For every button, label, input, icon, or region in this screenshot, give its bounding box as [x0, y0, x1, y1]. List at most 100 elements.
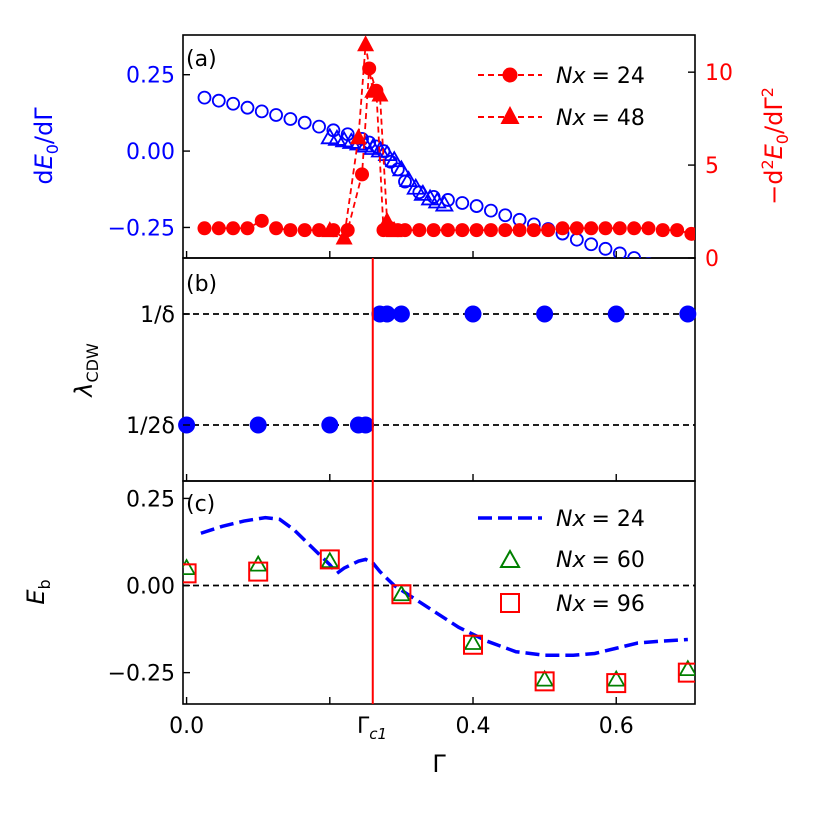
panel-c-series-2-point-6	[606, 673, 627, 694]
panel-c-series-0	[200, 515, 688, 657]
panel-a-right-ylabel: −d2E0/dΓ2	[758, 87, 792, 205]
panel-a-rtick-label-2: 10	[705, 61, 733, 86]
panel-a-series-2-point-30	[584, 221, 599, 236]
panel-a-ytick-label-1: 0.00	[126, 140, 175, 165]
panel-a-series-2-point-1	[211, 221, 226, 236]
panel-c-series-1-point-5	[535, 669, 555, 687]
panel-a-series-0-point-23	[484, 203, 498, 218]
panel-a-ytick-label-2: −0.25	[108, 216, 175, 241]
panel-a-series-2-point-5	[269, 221, 284, 236]
panel-a-series-0-point-30	[584, 237, 599, 252]
panel-c-ylabel: Eb	[22, 579, 54, 604]
panel-a-rtick-label-1: 5	[705, 154, 719, 179]
panel-a-series-0-point-21	[455, 196, 470, 210]
panel-a-series-0-point-6	[283, 112, 298, 126]
panel-a-layer: 0.25 0.00 −0.25 0 5 10	[108, 35, 733, 272]
panel-a-data	[197, 35, 695, 258]
panel-a-series-2-point-34	[641, 221, 656, 236]
panel-a-ytick-label-0: 0.25	[126, 64, 175, 89]
panel-c-ytick-label-2: −0.25	[108, 662, 175, 687]
panel-a-series-2-point-11	[355, 167, 370, 182]
panel-c-series-1-point-7	[678, 659, 695, 677]
panel-b-point-9	[536, 305, 554, 323]
panel-a-series-2-point-27	[541, 223, 556, 238]
panel-a-series-0-point-15	[383, 154, 398, 169]
panel-a-series-3-point-3	[357, 35, 375, 52]
panel-c-series-2-point-7	[677, 662, 695, 683]
panel-a-series-0-point-2	[226, 96, 241, 111]
panel-c-series-1-point-2	[320, 551, 340, 569]
panel-a-series-2-point-18	[412, 223, 427, 238]
panel-a-left-ylabel: dE0/dΓ	[30, 107, 62, 185]
panel-a-series-0-point-22	[469, 199, 484, 213]
panel-c-series-2	[183, 549, 695, 694]
panel-a-series-3	[321, 35, 403, 245]
panel-c-series-2-point-3	[391, 584, 412, 605]
panel-b-point-6	[378, 305, 396, 323]
panel-a-series-2-point-23	[483, 223, 498, 238]
panel-b-point-11	[679, 305, 697, 323]
panel-a-series-0-point-33	[627, 251, 642, 258]
panel-c-frame	[182, 480, 696, 705]
panel-a-series-2-point-24	[498, 223, 513, 238]
panel-a-series-2	[197, 61, 695, 241]
panel-a-series-2-point-19	[426, 223, 441, 238]
panel-b-ytick-label-1: 1/2δ	[126, 414, 175, 439]
legend-panel-a: Nx = 24 Nx = 48	[478, 64, 645, 131]
panel-a-series-2-point-28	[555, 221, 570, 236]
panel-c-series-1-point-1	[248, 554, 268, 572]
panel-c-series-1-point-3	[391, 584, 411, 602]
panel-a-series-2-point-36	[670, 223, 685, 238]
panel-a-series-2-point-35	[655, 223, 670, 238]
panel-a-series-2-point-8	[312, 223, 327, 238]
panel-a-series-0-point-24	[498, 208, 513, 223]
panel-a-series-2-point-32	[612, 221, 627, 236]
panel-a-series-0-point-34	[645, 257, 652, 258]
panel-a-series-1	[320, 127, 454, 212]
panel-a-series-1-point-16	[434, 194, 454, 212]
panel-label-c: (c)	[186, 492, 215, 517]
panel-c-series-2-point-1	[248, 561, 269, 582]
panel-a-series-2-point-29	[569, 221, 584, 236]
panel-c-series-2-point-0	[183, 563, 197, 584]
panel-c-ytick-label-0: 0.25	[126, 487, 175, 512]
panel-a-series-2-point-4	[254, 213, 269, 228]
panel-c-layer: 0.25 0.00 −0.25	[108, 487, 695, 704]
panel-a-series-2-point-6	[283, 223, 298, 238]
panel-a-rtick-label-0: 0	[705, 247, 719, 272]
legend-c3-marker	[500, 593, 520, 613]
legend-a1-text: Nx = 24	[556, 64, 645, 89]
panel-c-series-2-point-5	[534, 671, 555, 692]
panel-c-series-2-point-4	[463, 634, 484, 655]
panel-a-series-0-point-7	[297, 115, 312, 130]
panel-a-series-1-point-11	[399, 170, 419, 188]
panel-a-series-1-point-9	[384, 150, 404, 168]
panel-a-series-3-point-7	[385, 221, 403, 238]
panel-a-series-2-point-20	[440, 223, 455, 238]
x-axis-label: Γ	[432, 750, 446, 778]
panel-a-series-2-point-31	[598, 221, 613, 236]
panel-a-series-0-point-8	[312, 119, 326, 134]
panel-c-ytick-label-1: 0.00	[126, 575, 175, 600]
panel-b-point-1	[249, 416, 267, 434]
panel-b-point-4	[357, 416, 375, 434]
panel-b-layer: 1/δ 1/2δ	[126, 303, 697, 481]
panel-a-series-3-point-5	[371, 85, 389, 102]
legend-a2-marker	[500, 106, 520, 124]
panel-a-series-2-point-2	[226, 221, 241, 236]
panel-a-series-2-point-22	[469, 223, 484, 238]
panel-a-series-0-point-1	[211, 93, 226, 108]
panel-a-series-2-line	[204, 68, 692, 235]
panel-a-series-0-point-4	[254, 104, 269, 119]
panel-a-series-0-point-3	[240, 100, 255, 115]
panel-b-point-10	[607, 305, 625, 323]
x-tick-label-0: 0.0	[169, 714, 204, 739]
panel-a-series-2-point-0	[197, 221, 212, 236]
legend-a1-marker	[502, 67, 518, 83]
panel-c-series-0-line	[200, 515, 688, 657]
legend-c2-marker	[499, 548, 521, 568]
legend-panel-c: Nx = 24 Nx = 60 Nx = 96	[478, 507, 645, 617]
x-axis-layer: 0.0 0.4 0.6	[169, 258, 634, 739]
x-tick-label-3: 0.6	[599, 714, 634, 739]
